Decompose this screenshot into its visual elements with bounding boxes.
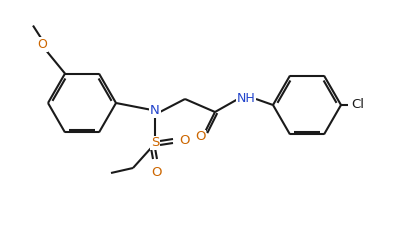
Text: O: O <box>180 135 190 148</box>
Text: O: O <box>37 38 47 51</box>
Text: O: O <box>152 166 162 178</box>
Text: O: O <box>195 130 205 144</box>
Text: N: N <box>150 104 160 117</box>
Text: NH: NH <box>237 92 256 104</box>
Text: S: S <box>151 137 159 149</box>
Text: Cl: Cl <box>351 99 365 112</box>
